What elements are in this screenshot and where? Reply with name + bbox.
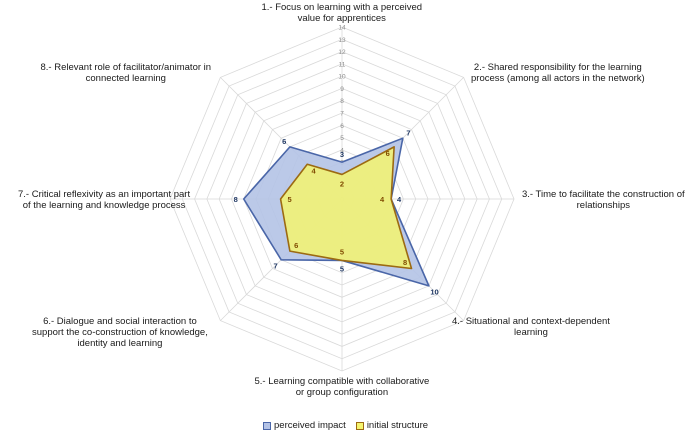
category-label-2-line-1: 2.- Shared responsibility for the learni… [473, 62, 642, 73]
category-label-3-line-2: relationships [576, 200, 630, 211]
data-label-s1-5: 5 [340, 264, 344, 273]
legend-swatch-initial-structure [355, 421, 364, 430]
tick-label-14: 14 [338, 25, 346, 32]
tick-label-4: 4 [340, 147, 344, 154]
category-label-6-line-2: support the co-construction of knowledge… [32, 327, 208, 338]
category-label-1: 1.- Focus on learning with a perceived va… [262, 2, 423, 24]
legend-label-perceived-impact: perceived impact [274, 420, 346, 431]
tick-label-13: 13 [338, 37, 346, 44]
category-label-1-line-1: 1.- Focus on learning with a perceived [261, 2, 423, 13]
tick-label-10: 10 [338, 74, 346, 81]
data-label-s2-4: 8 [403, 258, 407, 267]
data-label-s2-2: 6 [386, 149, 390, 158]
data-label-s2-8: 4 [312, 167, 317, 176]
data-label-s1-4: 10 [430, 288, 438, 297]
data-label-s2-3: 4 [380, 195, 385, 204]
legend-label-initial-structure: initial structure [366, 420, 429, 431]
data-label-s1-3: 4 [397, 195, 402, 204]
category-label-2-line-2: process (among all actors in the network… [471, 73, 645, 84]
category-label-7-line-2: of the learning and knowledge process [22, 200, 186, 211]
legend-item-initial-structure[interactable]: initial structure [355, 420, 429, 431]
tick-label-7: 7 [340, 111, 344, 118]
category-label-4-line-2: learning [514, 327, 548, 338]
category-label-5: 5.- Learning compatible with collaborati… [255, 376, 430, 398]
category-label-4-line-1: 4.- Situational and context-dependent [452, 316, 610, 327]
category-label-2: 2.- Shared responsibility for the learni… [471, 62, 645, 84]
category-label-8: 8.- Relevant role of facilitator/animato… [41, 62, 212, 84]
category-label-3-line-1: 3.- Time to facilitate the construction … [522, 189, 685, 200]
data-label-s2-6: 6 [294, 241, 298, 250]
data-label-s1-8: 6 [282, 137, 286, 146]
data-label-s2-7: 5 [287, 195, 291, 204]
category-label-6: 6.- Dialogue and social interaction to su… [32, 316, 208, 349]
legend-item-perceived-impact[interactable]: perceived impact [263, 420, 346, 431]
data-label-s1-6: 7 [273, 261, 277, 270]
category-label-6-line-1: 6.- Dialogue and social interaction to [43, 316, 197, 327]
tick-label-5: 5 [340, 135, 344, 142]
data-label-s1-2: 7 [406, 129, 410, 138]
category-label-7: 7.- Critical reflexivity as an important… [18, 189, 190, 211]
tick-label-12: 12 [338, 49, 346, 56]
tick-label-9: 9 [340, 86, 344, 93]
category-label-7-line-1: 7.- Critical reflexivity as an important… [18, 189, 191, 200]
category-label-3: 3.- Time to facilitate the construction … [522, 189, 685, 211]
series-area-2 [279, 146, 413, 270]
category-label-8-line-1: 8.- Relevant role of facilitator/animato… [40, 62, 212, 73]
data-label-s1-1: 3 [340, 150, 344, 159]
data-label-s2-1: 2 [340, 179, 344, 188]
category-label-5-line-1: 5.- Learning compatible with collaborati… [254, 376, 430, 387]
tick-label-11: 11 [339, 61, 346, 68]
legend: perceived impact initial structure [263, 420, 438, 431]
tick-label-6: 6 [340, 123, 344, 130]
legend-swatch-perceived-impact [263, 421, 271, 430]
category-label-1-line-2: value for apprentices [297, 13, 386, 24]
data-label-s2-5: 5 [340, 247, 344, 256]
category-label-8-line-2: connected learning [85, 73, 166, 84]
data-label-s1-7: 8 [234, 195, 238, 204]
category-label-6-line-3: identity and learning [77, 338, 163, 349]
category-label-5-line-2: or group configuration [295, 387, 389, 398]
tick-label-8: 8 [340, 98, 344, 105]
category-label-4: 4.- Situational and context-dependent lea… [452, 316, 610, 338]
